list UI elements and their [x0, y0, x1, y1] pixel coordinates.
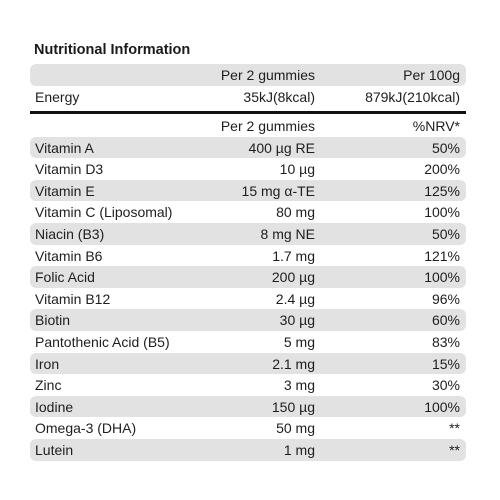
energy-table: Per 2 gummies Per 100g Energy 35kJ(8kcal) 87… — [30, 64, 466, 107]
header-cell: Per 2 gummies — [220, 118, 315, 134]
table-row: Biotin 30 µg 60% — [30, 309, 466, 331]
cell: ** — [449, 420, 460, 437]
row-label: Vitamin C (Liposomal) — [35, 204, 173, 221]
row-label: Vitamin E — [35, 182, 95, 199]
cell: 50% — [431, 225, 460, 242]
cell: 100% — [424, 398, 460, 415]
cell: 879kJ(210kcal) — [365, 88, 460, 105]
cell: 30% — [431, 377, 460, 394]
divider — [30, 111, 466, 114]
cell: 35kJ(8kcal) — [243, 88, 315, 105]
cell: 3 mg — [283, 377, 315, 394]
header-row: Per 2 gummies Per 100g — [30, 64, 466, 86]
row-label: Vitamin B6 — [35, 247, 103, 264]
cell: 5 mg — [283, 333, 315, 350]
cell: 96% — [431, 290, 460, 307]
cell: 1 mg — [283, 441, 315, 458]
table-row: Lutein 1 mg ** — [30, 438, 466, 461]
table-row: Vitamin B6 1.7 mg 121% — [30, 245, 466, 267]
table-row: Energy 35kJ(8kcal) 879kJ(210kcal) — [30, 86, 466, 108]
cell: 60% — [431, 312, 460, 329]
table-row: Vitamin C (Liposomal) 80 mg 100% — [30, 201, 466, 223]
table-row: Omega-3 (DHA) 50 mg ** — [30, 417, 466, 439]
title: Nutritional Information — [34, 42, 191, 58]
row-label: Folic Acid — [35, 269, 95, 286]
cell: 80 mg — [276, 204, 315, 221]
cell: 200% — [424, 161, 460, 178]
table-row: Vitamin E 15 mg α-TE 125% — [30, 179, 466, 202]
cell: 15 mg α-TE — [241, 182, 315, 199]
cell: ** — [449, 441, 460, 458]
cell: 2.4 µg — [275, 290, 315, 307]
cell: 200 µg — [271, 269, 315, 286]
cell: 400 µg RE — [248, 139, 315, 156]
header-row: Per 2 gummies %NRV* — [30, 115, 466, 137]
cell: 1.7 mg — [272, 247, 315, 264]
cell: 150 µg — [271, 398, 315, 415]
row-label: Iron — [35, 355, 60, 372]
row-label: Biotin — [35, 312, 71, 329]
header-cell: Per 100g — [403, 67, 460, 83]
cell: 100% — [424, 204, 460, 221]
cell: 15% — [431, 355, 460, 372]
cell: 50% — [431, 139, 460, 156]
cell: 50 mg — [276, 420, 315, 437]
table-row: Vitamin A 400 µg RE 50% — [30, 136, 466, 159]
row-label: Lutein — [35, 441, 74, 458]
row-label: Vitamin A — [35, 139, 94, 156]
nutrient-table: Per 2 gummies %NRV* Vitamin A 400 µg RE 50% V… — [30, 115, 466, 461]
row-label: Omega-3 (DHA) — [35, 420, 137, 437]
row-label: Pantothenic Acid (B5) — [35, 333, 170, 350]
header-cell: Per 2 gummies — [220, 67, 315, 83]
cell: 10 µg — [279, 161, 315, 178]
cell: 8 mg NE — [260, 225, 315, 242]
table-row: Folic Acid 200 µg 100% — [30, 266, 466, 288]
row-label: Vitamin D3 — [35, 161, 104, 178]
table-row: Pantothenic Acid (B5) 5 mg 83% — [30, 331, 466, 353]
header-cell: %NRV* — [412, 118, 460, 134]
cell: 83% — [431, 333, 460, 350]
cell: 100% — [424, 269, 460, 286]
table-row: Vitamin D3 10 µg 200% — [30, 158, 466, 180]
row-label: Zinc — [35, 377, 62, 394]
table-row: Iodine 150 µg 100% — [30, 395, 466, 418]
row-label: Energy — [35, 88, 80, 105]
row-label: Vitamin B12 — [35, 290, 111, 307]
table-row: Niacin (B3) 8 mg NE 50% — [30, 222, 466, 245]
cell: 121% — [424, 247, 460, 264]
table-row: Iron 2.1 mg 15% — [30, 352, 466, 375]
cell: 125% — [424, 182, 460, 199]
cell: 2.1 mg — [272, 355, 315, 372]
row-label: Niacin (B3) — [35, 225, 105, 242]
table-row: Vitamin B12 2.4 µg 96% — [30, 288, 466, 310]
table-row: Zinc 3 mg 30% — [30, 374, 466, 396]
row-label: Iodine — [35, 398, 74, 415]
cell: 30 µg — [279, 312, 315, 329]
